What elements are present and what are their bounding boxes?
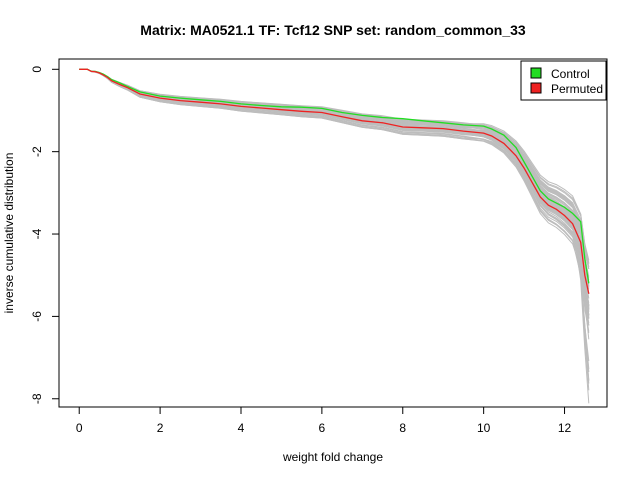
permutation-run-line (79, 68, 590, 287)
permutation-run-line (79, 68, 590, 306)
y-tick-label: -2 (30, 146, 44, 157)
permutation-run-line (79, 68, 590, 326)
permutation-run-line (79, 68, 590, 308)
permutation-run-line (79, 68, 590, 311)
permutation-run-line (79, 68, 590, 324)
permutation-run-line (79, 68, 590, 318)
permutation-run-line (79, 68, 590, 332)
permutation-run-line (79, 68, 590, 317)
legend-swatch-permuted (530, 82, 542, 94)
permutation-run-line (79, 68, 590, 287)
x-tick-label: 12 (558, 421, 572, 435)
permutation-run-line (79, 68, 590, 315)
y-tick-label: -8 (30, 393, 44, 404)
background-permutation-runs (79, 68, 590, 404)
x-tick-label: 8 (399, 421, 406, 435)
permutation-run-line (79, 68, 590, 309)
permutation-run-line (79, 68, 590, 316)
series-layer (79, 68, 590, 294)
permutation-run-line (79, 68, 590, 295)
x-tick-label: 0 (76, 421, 83, 435)
x-tick-label: 10 (477, 421, 491, 435)
permutation-run-line (79, 68, 590, 309)
series-line-control (79, 68, 590, 284)
legend-label-permuted: Permuted (551, 82, 603, 96)
permutation-run-line (79, 68, 590, 284)
x-axis-label: weight fold change (282, 450, 383, 464)
permutation-run-line (79, 68, 590, 286)
permutation-run-line (79, 68, 590, 306)
permutation-run-line (79, 68, 590, 306)
x-tick-label: 6 (319, 421, 326, 435)
permutation-run-line (79, 68, 590, 310)
permutation-run-line (79, 68, 590, 309)
chart-title: Matrix: MA0521.1 TF: Tcf12 SNP set: rand… (140, 22, 526, 38)
legend: Control Permuted (520, 60, 607, 101)
permutation-run-line (79, 68, 590, 284)
y-axis: 0 -2 -4 -6 -8 (30, 66, 60, 404)
permutation-run-line (79, 68, 590, 299)
legend-label-control: Control (551, 67, 590, 81)
permutation-run-line (79, 68, 590, 307)
permutation-run-line (79, 68, 590, 326)
permutation-run-line (79, 68, 590, 319)
permutation-run-line (79, 68, 590, 315)
permutation-run-line (79, 68, 590, 286)
permutation-run-line (79, 68, 590, 288)
y-tick-label: -4 (30, 228, 44, 239)
permutation-run-line (79, 68, 590, 294)
series-line-permuted (79, 68, 590, 294)
permutation-run-line (79, 68, 590, 290)
permutation-run-line (79, 68, 590, 306)
permutation-run-line (79, 68, 590, 316)
y-tick-label: 0 (30, 66, 44, 73)
permutation-run-line (79, 68, 590, 319)
x-tick-label: 4 (238, 421, 245, 435)
y-tick-label: -6 (30, 311, 44, 322)
permutation-run-line (79, 68, 590, 310)
permutation-run-line (79, 68, 590, 303)
legend-swatch-control (530, 67, 542, 79)
permutation-run-line (79, 68, 590, 313)
y-axis-label: inverse cumulative distribution (2, 153, 16, 314)
x-tick-label: 2 (157, 421, 164, 435)
x-axis: 0 2 4 6 8 10 12 (76, 406, 572, 435)
